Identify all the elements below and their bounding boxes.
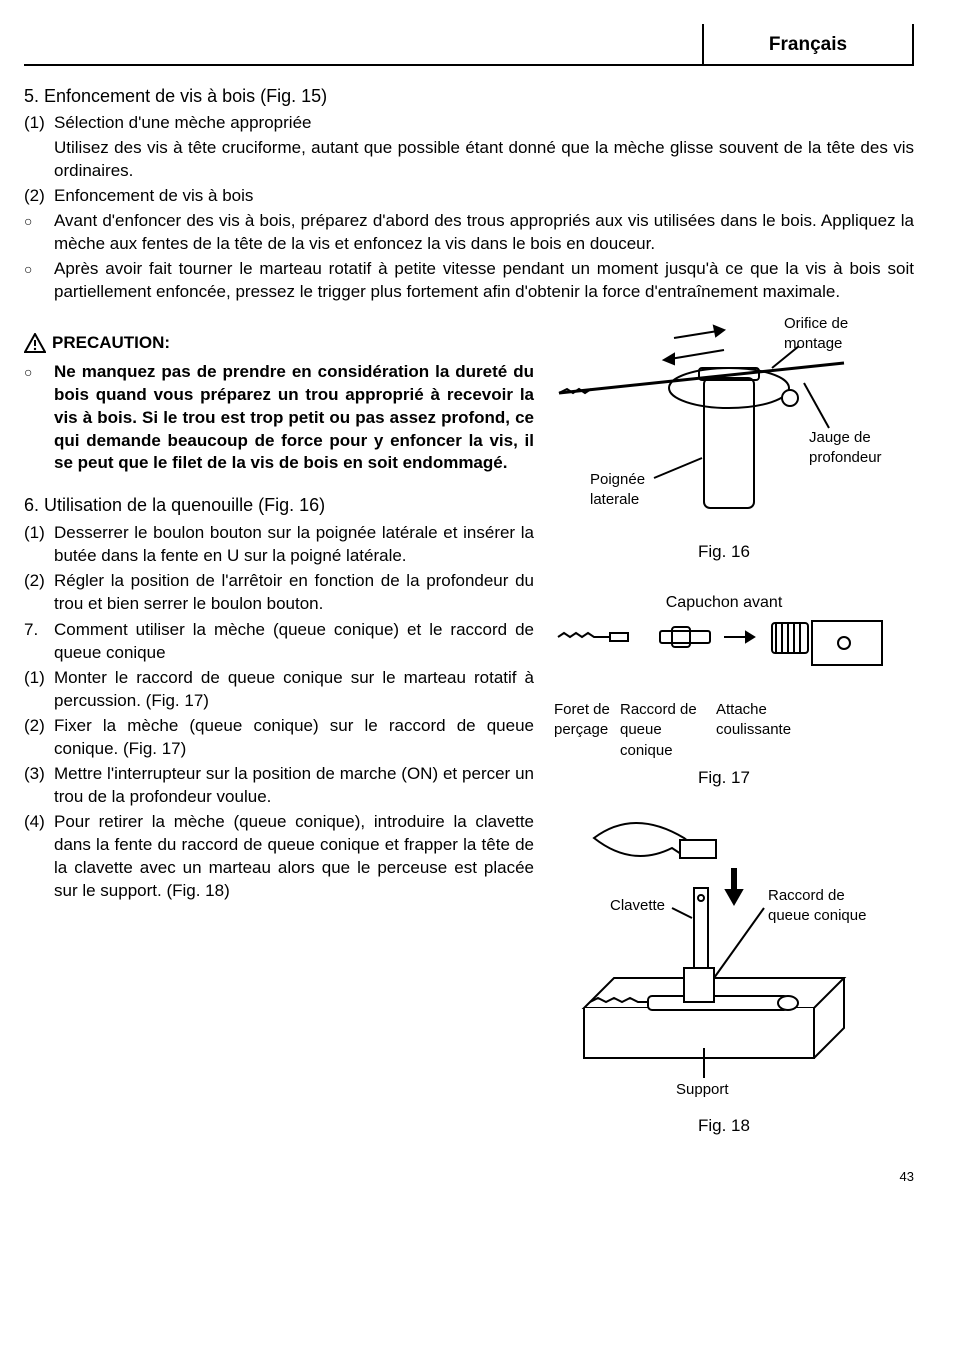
precaution-text: Ne manquez pas de prendre en considérati…	[54, 361, 534, 476]
fig17-label-foret: Foret de perçage	[554, 700, 614, 761]
s7-item1: Monter le raccord de queue conique sur l…	[54, 667, 534, 713]
fig18-label-clavette: Clavette	[610, 896, 665, 916]
s7-item3: Mettre l'interrupteur sur la position de…	[54, 763, 534, 809]
s7-item2: Fixer la mèche (queue conique) sur le ra…	[54, 715, 534, 761]
s7-item4-num: (4)	[24, 811, 54, 903]
fig17-label-capuchon: Capuchon avant	[554, 592, 894, 614]
s7-item2-num: (2)	[24, 715, 54, 761]
page-header: Français	[24, 24, 914, 66]
fig18-caption: Fig. 18	[554, 1115, 894, 1138]
fig18-label-support: Support	[676, 1080, 729, 1100]
s7-num: 7.	[24, 619, 54, 665]
precaution-label: PRECAUTION:	[52, 332, 170, 355]
language-label: Français	[702, 24, 912, 66]
fig16-label-orifice: Orifice de montage	[784, 314, 889, 355]
fig16-label-poignee: Poignée laterale	[590, 470, 670, 511]
s7-item3-num: (3)	[24, 763, 54, 809]
figure-17: Capuchon avant	[554, 592, 894, 790]
s6-item2-num: (2)	[24, 570, 54, 616]
figure-17-diagram	[554, 619, 894, 699]
section-6-title: 6. Utilisation de la quenouille (Fig. 16…	[24, 493, 534, 517]
bullet-icon: ○	[24, 258, 54, 304]
fig17-caption: Fig. 17	[554, 767, 894, 790]
s5-item2-num: (2)	[24, 185, 54, 208]
s5-item2-head: Enfoncement de vis à bois	[54, 185, 914, 208]
figure-18-diagram	[554, 818, 894, 1118]
fig17-label-raccord: Raccord de queue conique	[620, 700, 710, 761]
s6-item2: Régler la position de l'arrêtoir en fonc…	[54, 570, 534, 616]
fig16-label-jauge: Jauge de profondeur	[809, 428, 904, 469]
s7-item1-num: (1)	[24, 667, 54, 713]
warning-icon	[24, 333, 46, 353]
section-5-title: 5. Enfoncement de vis à bois (Fig. 15)	[24, 84, 914, 108]
figure-18: Clavette Raccord de queue conique Suppor…	[554, 818, 894, 1138]
figure-16: Orifice de montage Jauge de profondeur P…	[554, 318, 894, 564]
bullet-icon: ○	[24, 361, 54, 476]
s5-bullet1: Avant d'enfoncer des vis à bois, prépare…	[54, 210, 914, 256]
s6-item1: Desserrer le boulon bouton sur la poigné…	[54, 522, 534, 568]
fig16-caption: Fig. 16	[554, 541, 894, 564]
s6-item1-num: (1)	[24, 522, 54, 568]
s5-item1-body: Utilisez des vis à tête cruciforme, auta…	[24, 137, 914, 183]
fig17-label-attache: Attache coulissante	[716, 700, 806, 761]
s7-item4: Pour retirer la mèche (queue conique), i…	[54, 811, 534, 903]
fig18-label-raccord: Raccord de queue conique	[768, 886, 888, 927]
page-number: 43	[900, 1168, 914, 1186]
section-5: 5. Enfoncement de vis à bois (Fig. 15) (…	[24, 84, 914, 304]
s5-bullet2: Après avoir fait tourner le marteau rota…	[54, 258, 914, 304]
section-7-title-text: Comment utiliser la mèche (queue conique…	[54, 619, 534, 665]
s5-item1-head: Sélection d'une mèche appropriée	[54, 112, 914, 135]
bullet-icon: ○	[24, 210, 54, 256]
precaution-heading: PRECAUTION:	[24, 332, 534, 355]
s5-item1-num: (1)	[24, 112, 54, 135]
